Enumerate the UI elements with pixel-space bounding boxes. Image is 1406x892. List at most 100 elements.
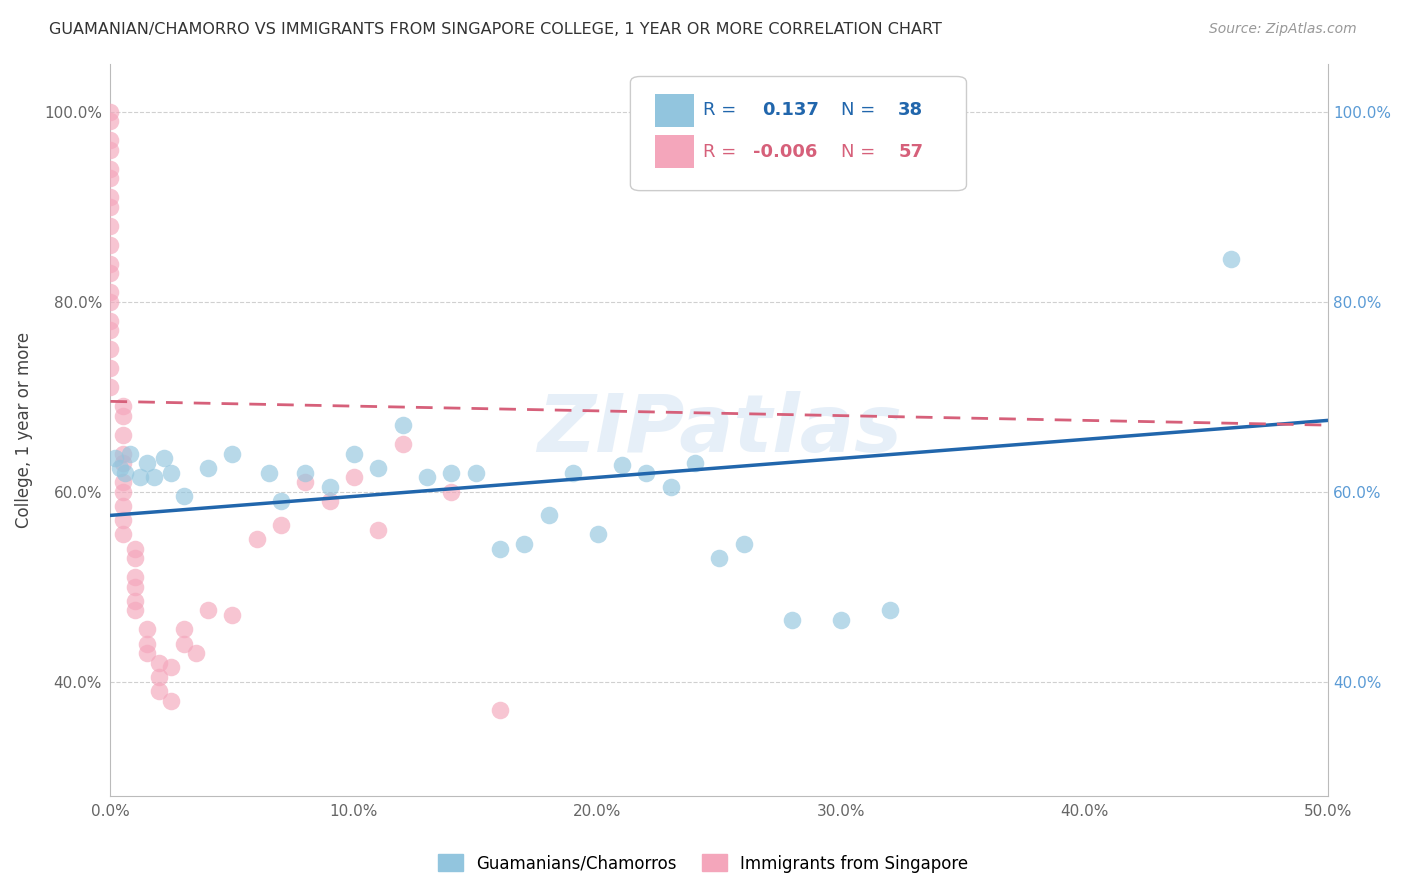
Point	[118, 447, 141, 461]
Point	[160, 660, 183, 674]
Point	[100, 200, 122, 214]
Point	[100, 285, 122, 299]
Text: Source: ZipAtlas.com: Source: ZipAtlas.com	[1209, 22, 1357, 37]
Point	[136, 456, 159, 470]
Point	[143, 470, 166, 484]
Point	[683, 456, 706, 470]
Point	[100, 294, 122, 309]
Point	[111, 475, 134, 490]
Point	[100, 361, 122, 376]
Point	[416, 470, 439, 484]
Point	[440, 484, 463, 499]
Point	[709, 551, 731, 566]
Point	[489, 541, 512, 556]
Legend: Guamanians/Chamorros, Immigrants from Singapore: Guamanians/Chamorros, Immigrants from Si…	[432, 847, 974, 880]
Point	[100, 104, 122, 119]
Point	[440, 466, 463, 480]
Point	[184, 646, 207, 660]
Point	[100, 114, 122, 128]
Point	[148, 670, 170, 684]
Bar	[655, 94, 693, 127]
Text: N =: N =	[841, 101, 876, 120]
Point	[100, 342, 122, 356]
Point	[160, 466, 183, 480]
Point	[100, 266, 122, 280]
Point	[124, 594, 146, 608]
Point	[537, 508, 560, 523]
Text: 57: 57	[898, 143, 924, 161]
Point	[733, 537, 755, 551]
Point	[343, 470, 366, 484]
Text: R =: R =	[703, 143, 737, 161]
Text: N =: N =	[841, 143, 876, 161]
Point	[160, 694, 183, 708]
Point	[111, 527, 134, 541]
Point	[489, 703, 512, 717]
Point	[197, 461, 219, 475]
Point	[111, 484, 134, 499]
Point	[128, 470, 150, 484]
Text: 0.137: 0.137	[762, 101, 818, 120]
FancyBboxPatch shape	[630, 77, 966, 191]
Point	[173, 637, 195, 651]
Point	[148, 684, 170, 698]
Text: ZIPatlas: ZIPatlas	[537, 391, 901, 469]
Point	[136, 637, 159, 651]
Point	[830, 613, 852, 627]
Point	[111, 399, 134, 413]
Point	[879, 603, 901, 617]
Point	[636, 466, 658, 480]
Bar	[655, 136, 693, 169]
Point	[108, 461, 131, 475]
Point	[197, 603, 219, 617]
Point	[367, 523, 389, 537]
Text: 38: 38	[898, 101, 924, 120]
Text: -0.006: -0.006	[754, 143, 818, 161]
Point	[586, 527, 609, 541]
Point	[659, 480, 682, 494]
Point	[294, 466, 316, 480]
Point	[124, 570, 146, 584]
Point	[100, 143, 122, 157]
Text: R =: R =	[703, 101, 737, 120]
Point	[270, 517, 292, 532]
Point	[100, 161, 122, 176]
Point	[1219, 252, 1241, 266]
Point	[367, 461, 389, 475]
Point	[100, 257, 122, 271]
Point	[782, 613, 804, 627]
Point	[464, 466, 486, 480]
Point	[610, 458, 633, 472]
Point	[100, 323, 122, 337]
Point	[136, 646, 159, 660]
Point	[562, 466, 585, 480]
Point	[100, 313, 122, 327]
Point	[318, 480, 340, 494]
Point	[111, 409, 134, 423]
Point	[391, 437, 413, 451]
Point	[104, 451, 127, 466]
Point	[513, 537, 536, 551]
Point	[114, 466, 136, 480]
Point	[100, 133, 122, 147]
Point	[111, 499, 134, 513]
Point	[270, 494, 292, 508]
Point	[221, 608, 243, 623]
Point	[124, 580, 146, 594]
Point	[153, 451, 176, 466]
Point	[100, 237, 122, 252]
Point	[111, 513, 134, 527]
Point	[318, 494, 340, 508]
Point	[173, 623, 195, 637]
Point	[124, 541, 146, 556]
Point	[391, 418, 413, 433]
Point	[257, 466, 280, 480]
Point	[124, 603, 146, 617]
Point	[111, 456, 134, 470]
Point	[100, 380, 122, 394]
Point	[343, 447, 366, 461]
Y-axis label: College, 1 year or more: College, 1 year or more	[15, 332, 32, 528]
Point	[294, 475, 316, 490]
Point	[100, 219, 122, 233]
Text: GUAMANIAN/CHAMORRO VS IMMIGRANTS FROM SINGAPORE COLLEGE, 1 YEAR OR MORE CORRELAT: GUAMANIAN/CHAMORRO VS IMMIGRANTS FROM SI…	[49, 22, 942, 37]
